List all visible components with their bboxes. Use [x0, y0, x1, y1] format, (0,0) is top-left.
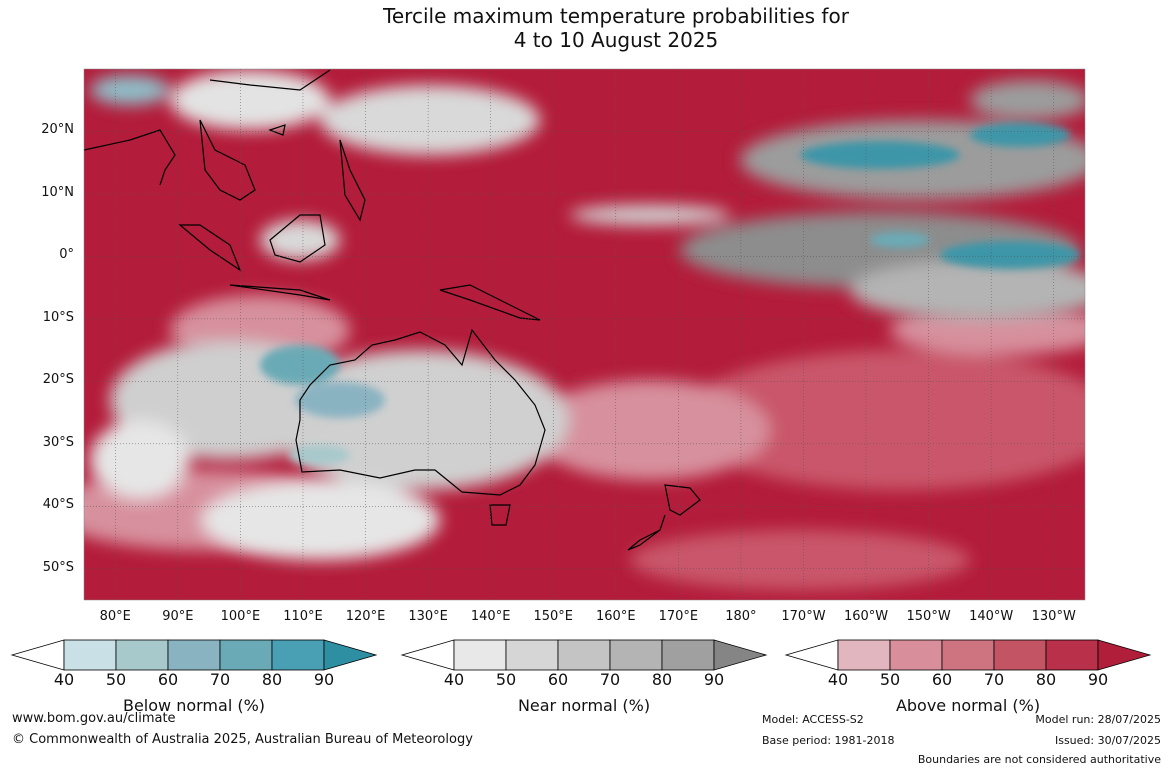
- colorbar-min-triangle: [10, 639, 65, 671]
- colorbar-segment: [889, 639, 943, 671]
- colorbar-min-triangle: [400, 639, 455, 671]
- latitude-label: 10°N: [41, 184, 74, 200]
- colorbar-segment: [941, 639, 995, 671]
- footer-issued: Issued: 30/07/2025: [1054, 734, 1161, 747]
- colorbar-title: Below normal (%): [122, 696, 266, 715]
- map-frame: [83, 68, 1086, 601]
- longitude-label: 130°W: [1031, 609, 1076, 624]
- longitude-label: 170°W: [781, 609, 826, 624]
- colorbar-min-triangle: [784, 639, 839, 671]
- colorbar-segment: [271, 639, 325, 671]
- colorbar-segment: [1045, 639, 1099, 671]
- colorbar-tick-label: 80: [261, 670, 283, 689]
- colorbar-tick-label: 60: [157, 670, 179, 689]
- colorbar-segment: [837, 639, 891, 671]
- colorbar: [784, 639, 1152, 671]
- colorbar-tick-label: 90: [703, 670, 725, 689]
- longitude-label: 90°E: [162, 609, 194, 624]
- colorbar-tick-label: 90: [313, 670, 335, 689]
- longitude-label: 140°W: [969, 609, 1014, 624]
- latitude-label: 40°S: [42, 497, 74, 513]
- colorbar-tick-label: 40: [827, 670, 849, 689]
- longitude-label: 110°E: [283, 609, 323, 624]
- colorbar-tick-label: 50: [105, 670, 127, 689]
- longitude-label: 120°E: [345, 609, 386, 624]
- colorbar-tick-label: 90: [1087, 670, 1109, 689]
- footer-model: Model: ACCESS-S2: [762, 713, 864, 726]
- map-title: Tercile maximum temperature probabilitie…: [0, 4, 1173, 52]
- colorbar-tick-label: 50: [879, 670, 901, 689]
- footer-copyright: © Commonwealth of Australia 2025, Austra…: [12, 732, 473, 747]
- colorbar-segment: [609, 639, 663, 671]
- colorbar-max-triangle: [1097, 639, 1152, 671]
- colorbar-tick-label: 50: [495, 670, 517, 689]
- colorbar-segment: [993, 639, 1047, 671]
- colorbar-tick-label: 70: [209, 670, 231, 689]
- footer-base-period: Base period: 1981-2018: [762, 734, 895, 747]
- colorbar-segment: [453, 639, 507, 671]
- colorbar: [10, 639, 378, 671]
- colorbar-segment: [661, 639, 715, 671]
- graticule: [84, 69, 1085, 600]
- longitude-label: 170°E: [658, 609, 699, 624]
- title-line-1: Tercile maximum temperature probabilitie…: [383, 4, 849, 28]
- title-line-2: 4 to 10 August 2025: [513, 28, 719, 52]
- footer-disclaimer: Boundaries are not considered authoritat…: [917, 753, 1161, 766]
- footer-model-run: Model run: 28/07/2025: [1035, 713, 1161, 726]
- longitude-label: 160°E: [596, 609, 636, 624]
- latitude-label: 0°: [59, 247, 74, 263]
- longitude-label: 160°W: [843, 609, 889, 624]
- map-field: [84, 69, 1085, 600]
- longitude-label: 130°E: [408, 609, 448, 624]
- footer-url[interactable]: www.bom.gov.au/climate: [12, 711, 176, 726]
- latitude-label: 20°S: [42, 372, 74, 388]
- longitude-label: 150°W: [906, 609, 951, 624]
- longitude-label: 80°E: [99, 609, 131, 624]
- colorbar-segment: [115, 639, 169, 671]
- colorbar-segment: [63, 639, 117, 671]
- colorbar-tick-label: 60: [547, 670, 569, 689]
- colorbar-title: Near normal (%): [517, 696, 651, 715]
- colorbar-tick-label: 70: [983, 670, 1005, 689]
- colorbar-tick-label: 70: [599, 670, 621, 689]
- longitude-label: 150°E: [533, 609, 573, 624]
- colorbar-tick-label: 40: [443, 670, 465, 689]
- longitude-label: 180°: [725, 609, 757, 624]
- colorbar-tick-label: 80: [651, 670, 673, 689]
- colorbar-segment: [219, 639, 273, 671]
- colorbar-title: Above normal (%): [895, 696, 1041, 715]
- colorbar: [400, 639, 768, 671]
- latitude-label: 10°S: [42, 309, 74, 325]
- coastlines: [84, 69, 701, 551]
- latitude-label: 20°N: [41, 122, 74, 138]
- colorbar-max-triangle: [323, 639, 378, 671]
- colorbar-max-triangle: [713, 639, 768, 671]
- longitude-label: 100°E: [220, 609, 261, 624]
- longitude-label: 140°E: [470, 609, 511, 624]
- colorbar-segment: [557, 639, 611, 671]
- colorbar-segment: [167, 639, 221, 671]
- colorbar-tick-label: 40: [53, 670, 75, 689]
- colorbar-segment: [505, 639, 559, 671]
- latitude-label: 30°S: [42, 434, 74, 450]
- latitude-label: 50°S: [42, 559, 74, 575]
- colorbar-tick-label: 80: [1035, 670, 1057, 689]
- legends: [10, 639, 1152, 671]
- colorbar-tick-label: 60: [931, 670, 953, 689]
